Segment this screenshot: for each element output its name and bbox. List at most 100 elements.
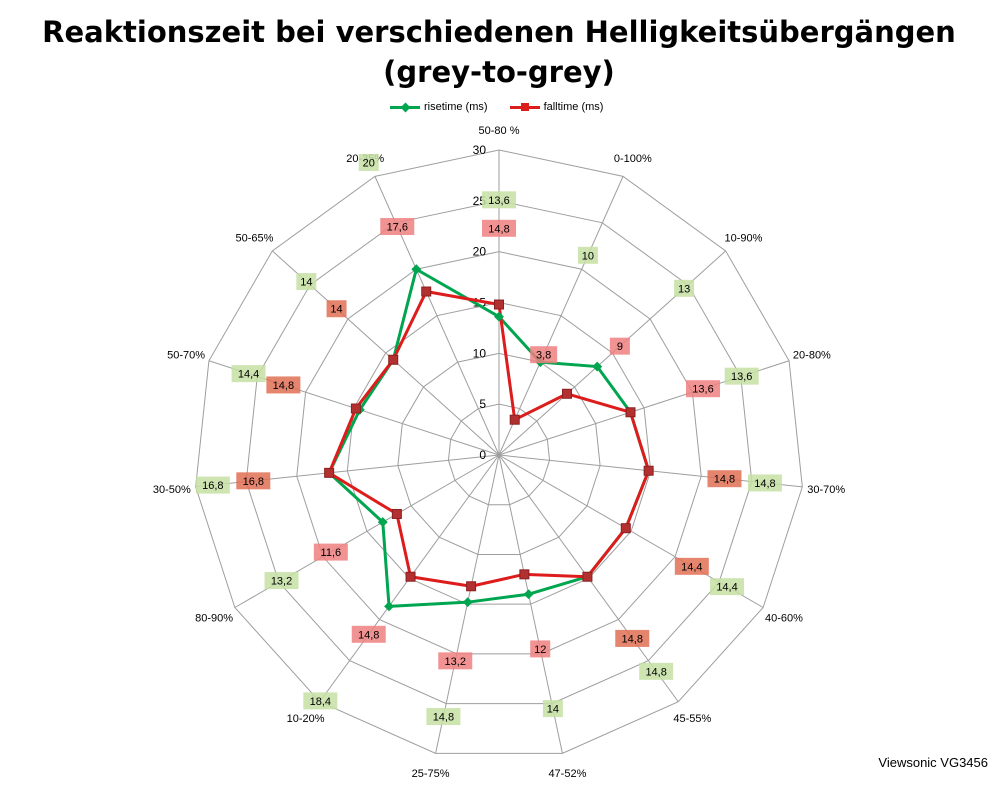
data-label-rise: 14,8 <box>645 666 666 678</box>
data-label-rise: 14 <box>547 704 559 716</box>
data-label-bg-fall <box>326 300 347 318</box>
data-label-bg-fall <box>686 380 721 398</box>
data-label-fall: 12 <box>534 644 546 656</box>
data-point-fall <box>582 571 593 582</box>
data-label-bg-rise <box>710 578 745 596</box>
grid-ring <box>397 352 601 555</box>
data-point-rise <box>462 597 473 608</box>
category-label: 30-50% <box>153 484 191 496</box>
data-label-bg-fall <box>609 337 630 355</box>
data-label-fall: 17,6 <box>387 222 408 234</box>
legend-item-rise: risetime (ms) <box>390 101 488 113</box>
category-label: 80-90% <box>195 613 233 625</box>
tick-label: 5 <box>479 397 486 411</box>
data-label-bg-fall <box>530 346 558 364</box>
data-label-bg-rise <box>482 191 516 209</box>
chart-title-line2: (grey-to-grey) <box>383 55 615 89</box>
data-label-rise: 10 <box>582 250 594 262</box>
data-point-rise <box>377 517 388 528</box>
data-label-rise: 18,4 <box>310 696 331 708</box>
data-label-rise: 14 <box>300 277 312 289</box>
data-label-bg-rise <box>747 474 782 492</box>
data-label-fall: 14 <box>330 304 342 316</box>
data-point-fall <box>405 571 416 582</box>
category-label: 40-60% <box>765 613 803 625</box>
data-point-rise <box>592 361 603 372</box>
data-label-fall: 9 <box>617 341 623 353</box>
data-point-fall <box>643 465 654 476</box>
category-label: 30-70% <box>807 484 845 496</box>
data-label-fall: 13,2 <box>445 656 466 668</box>
data-label-bg-fall <box>530 640 551 658</box>
category-label: 50-70% <box>167 350 205 362</box>
data-point-fall <box>494 299 504 310</box>
data-label-bg-rise <box>231 365 266 383</box>
data-label-rise: 14,8 <box>754 478 775 490</box>
data-label-fall: 14,8 <box>273 380 294 392</box>
data-label-rise: 20 <box>363 157 375 169</box>
data-label-bg-rise <box>674 279 695 297</box>
data-label-bg-rise <box>264 572 299 590</box>
data-label-rise: 13,6 <box>731 371 752 383</box>
data-label-fall: 11,6 <box>321 547 342 559</box>
data-point-fall <box>350 403 361 414</box>
category-label: 50-80 % <box>479 125 520 137</box>
category-label: 10-90% <box>725 233 763 245</box>
data-point-fall <box>324 467 335 478</box>
data-label-fall: 14,8 <box>622 633 643 645</box>
series-line-fall <box>327 290 651 588</box>
grid-ring <box>346 301 652 605</box>
data-label-bg-fall <box>615 629 650 647</box>
data-point-fall <box>625 407 636 418</box>
data-point-fall <box>561 388 572 399</box>
legend: risetime (ms) falltime (ms) <box>390 101 603 113</box>
data-label-rise: 16,8 <box>202 480 223 492</box>
data-label-bg-fall <box>236 472 271 490</box>
tick-label: 30 <box>473 143 487 157</box>
category-label: 45-55% <box>673 713 711 725</box>
data-label-fall: 14,8 <box>488 223 509 235</box>
data-label-fall: 14,8 <box>358 629 379 641</box>
grid-ring <box>296 251 702 655</box>
category-label: 47-52% <box>548 768 586 780</box>
data-label-bg-rise <box>195 476 230 494</box>
grid-ring <box>195 149 803 754</box>
tick-label: 20 <box>473 245 487 259</box>
data-label-bg-fall <box>313 543 348 561</box>
data-point-fall <box>519 569 530 580</box>
category-label: 10-20% <box>287 713 325 725</box>
data-point-rise <box>494 311 504 322</box>
data-point-fall <box>421 286 432 297</box>
data-label-bg-rise <box>426 708 461 726</box>
data-label-bg-fall <box>266 376 301 394</box>
data-point-fall <box>391 508 402 519</box>
data-point-rise <box>523 589 534 600</box>
category-label: 50-65% <box>236 233 274 245</box>
data-label-bg-rise <box>358 153 379 171</box>
tick-label: 10 <box>473 346 487 360</box>
grid-ring <box>245 200 753 705</box>
grid-ring <box>447 403 551 506</box>
data-label-fall: 16,8 <box>243 476 264 488</box>
data-label-fall: 3,8 <box>536 350 551 362</box>
data-label-rise: 14,4 <box>238 369 259 381</box>
data-label-bg-fall <box>438 652 473 670</box>
data-point-fall <box>620 523 631 534</box>
data-point-rise <box>384 601 394 612</box>
data-label-bg-fall <box>351 625 386 643</box>
category-label: 25-75% <box>412 768 450 780</box>
data-label-bg-rise <box>542 700 563 718</box>
data-point-fall <box>388 354 399 365</box>
tick-label: 0 <box>479 448 486 462</box>
data-label-bg-rise <box>577 246 598 264</box>
category-label: 0-100% <box>614 153 652 165</box>
data-label-bg-rise <box>639 662 674 680</box>
grid-spoke <box>498 176 624 456</box>
data-point-fall <box>466 581 477 592</box>
data-point-fall <box>509 414 520 425</box>
data-label-rise: 13,6 <box>488 195 509 207</box>
legend-label-rise: risetime (ms) <box>424 101 488 113</box>
data-label-fall: 13,6 <box>692 384 713 396</box>
data-label-rise: 13 <box>678 283 690 295</box>
